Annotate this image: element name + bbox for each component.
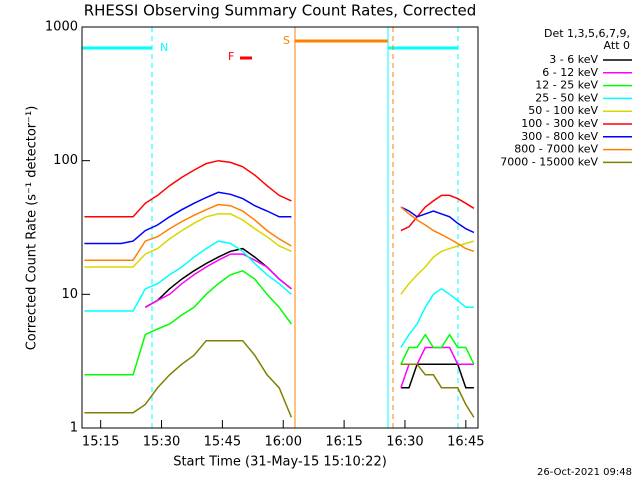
series-line	[400, 240, 475, 295]
x-tick-label: 16:00	[265, 435, 302, 450]
series-line	[400, 287, 474, 348]
series-line	[84, 191, 292, 245]
legend-label: 3 - 6 keV	[549, 53, 598, 66]
series-line	[400, 206, 475, 234]
x-tick-label: 16:45	[447, 435, 484, 450]
series-line	[144, 247, 292, 308]
legend-label: 300 - 800 keV	[521, 130, 598, 143]
y-tick-label: 1	[70, 421, 78, 436]
legend-title: Det 1,3,5,6,7,9,	[544, 27, 630, 40]
y-tick-label: 100	[53, 153, 78, 168]
x-tick-label: 15:15	[82, 435, 119, 450]
series-line	[400, 333, 475, 365]
y-tick-label: 1000	[45, 20, 78, 35]
x-tick-label: 15:45	[204, 435, 241, 450]
legend-title: Att 0	[604, 39, 630, 52]
legend-label: 800 - 7000 keV	[514, 143, 598, 156]
series-line	[400, 206, 475, 253]
y-tick-label: 10	[61, 287, 78, 302]
plot-frame	[81, 26, 479, 429]
x-tick-label: 16:30	[386, 435, 423, 450]
series-line	[84, 159, 292, 218]
legend-label: 12 - 25 keV	[535, 79, 598, 92]
legend-label: 7000 - 15000 keV	[500, 155, 598, 168]
x-axis-label: Start Time (31-May-15 15:10:22)	[173, 455, 387, 470]
x-tick-label: 15:30	[143, 435, 180, 450]
night-label: N	[160, 41, 168, 54]
legend-label: 100 - 300 keV	[521, 117, 598, 130]
series-line	[400, 363, 475, 418]
series-line	[84, 339, 293, 418]
flare-label: F	[228, 50, 234, 63]
series-line	[84, 203, 292, 261]
saa-label: S	[283, 34, 290, 47]
series-line	[400, 194, 475, 232]
series-line	[84, 213, 292, 268]
legend-label: 6 - 12 keV	[542, 66, 598, 79]
x-tick-label: 16:15	[325, 435, 362, 450]
series-line	[144, 253, 292, 308]
legend-label: 25 - 50 keV	[535, 91, 598, 104]
y-axis-label: Corrected Count Rate (s⁻¹ detector⁻¹)	[25, 106, 40, 351]
footer: 26-Oct-2021 09:48	[537, 467, 632, 478]
chart-title: RHESSI Observing Summary Count Rates, Co…	[84, 2, 477, 20]
series-line	[400, 363, 474, 389]
event-markers: N S F	[81, 27, 459, 428]
series-line	[84, 269, 293, 376]
legend-label: 50 - 100 keV	[528, 104, 598, 117]
series-line	[84, 240, 292, 312]
